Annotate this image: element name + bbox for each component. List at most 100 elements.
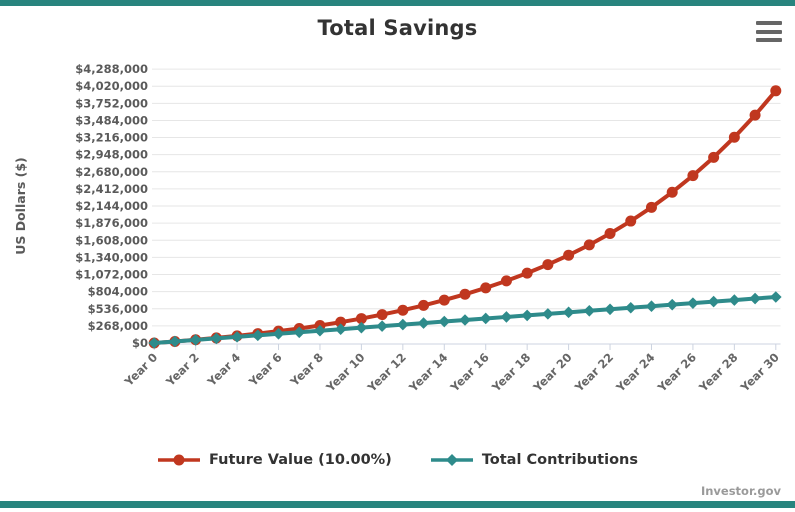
data-point[interactable] [707, 295, 720, 308]
data-point[interactable] [749, 292, 761, 305]
data-point[interactable] [542, 308, 554, 320]
data-point[interactable] [645, 300, 658, 313]
legend-label: Future Value (10.00%) [208, 452, 392, 468]
y-axis-tick-label: $2,412,000 [75, 182, 148, 196]
y-axis-tick-label: $4,020,000 [75, 79, 148, 93]
data-point[interactable] [376, 309, 388, 321]
x-axis-tick-label: Year 12 [364, 350, 409, 395]
data-point[interactable] [480, 282, 492, 294]
data-point[interactable] [625, 215, 637, 227]
x-axis-tick-label: Year 14 [405, 350, 450, 395]
data-point[interactable] [728, 294, 741, 306]
chart-title: Total Savings [317, 16, 478, 40]
data-point[interactable] [770, 85, 782, 97]
data-point[interactable] [438, 294, 450, 306]
data-point[interactable] [459, 288, 471, 300]
data-point[interactable] [500, 311, 513, 323]
x-axis-tick-label: Year 16 [447, 350, 492, 395]
data-point[interactable] [334, 323, 347, 336]
data-point[interactable] [314, 324, 326, 337]
y-axis-tick-label: $2,144,000 [75, 199, 148, 213]
y-axis-tick-label: $536,000 [88, 302, 148, 316]
y-axis-tick-label: $804,000 [88, 285, 148, 299]
hamburger-bar [756, 38, 782, 42]
x-axis-tick-label: Year 24 [613, 350, 658, 395]
data-point[interactable] [687, 297, 699, 309]
y-axis-tick-label: $268,000 [88, 319, 148, 333]
x-axis-tick-label: Year 4 [204, 350, 243, 389]
y-axis-tick-label: $4,288,000 [75, 62, 148, 76]
x-axis-tick-label: Year 10 [323, 350, 368, 395]
legend-item-future-value[interactable]: Future Value (10.00%) [157, 452, 392, 468]
data-point[interactable] [604, 303, 616, 316]
data-point[interactable] [521, 267, 533, 279]
data-point[interactable] [169, 335, 181, 348]
x-axis-tick-label: Year 0 [121, 350, 160, 389]
data-point[interactable] [252, 329, 264, 342]
data-point[interactable] [210, 332, 223, 345]
legend-marker-future-value-icon [157, 454, 200, 466]
x-axis-tick-label: Year 30 [737, 350, 782, 395]
data-point[interactable] [397, 304, 409, 316]
data-point[interactable] [417, 317, 430, 329]
y-axis-tick-label: $2,948,000 [75, 148, 148, 162]
data-point[interactable] [397, 318, 409, 331]
y-axis-tick-label: $2,680,000 [75, 165, 148, 179]
data-point[interactable] [418, 299, 430, 311]
data-point[interactable] [148, 337, 160, 349]
data-point[interactable] [666, 298, 678, 311]
data-point[interactable] [459, 314, 471, 326]
data-point[interactable] [645, 201, 657, 213]
data-point[interactable] [687, 170, 699, 182]
data-point[interactable] [293, 326, 306, 339]
data-point[interactable] [521, 309, 533, 322]
data-point[interactable] [583, 239, 595, 251]
data-point[interactable] [728, 131, 740, 143]
y-axis-tick-label: $1,072,000 [75, 268, 148, 282]
data-point[interactable] [604, 228, 616, 240]
hamburger-menu-icon[interactable] [756, 21, 782, 42]
data-point[interactable] [479, 312, 492, 325]
data-point[interactable] [355, 321, 368, 334]
data-point[interactable] [624, 301, 637, 314]
data-point[interactable] [749, 109, 761, 121]
y-axis-tick-label: $3,484,000 [75, 113, 148, 127]
data-point[interactable] [231, 331, 243, 343]
data-point[interactable] [500, 275, 512, 287]
chart-legend: Future Value (10.00%) Total Contribution… [0, 452, 795, 468]
data-point[interactable] [583, 305, 596, 317]
top-accent-bar [0, 0, 795, 6]
data-point[interactable] [438, 315, 451, 328]
legend-label: Total Contributions [481, 452, 638, 468]
y-axis-tick-label: $1,876,000 [75, 216, 148, 230]
y-axis-tick-label: $3,752,000 [75, 96, 148, 110]
attribution-text: Investor.gov [700, 484, 781, 498]
data-point[interactable] [563, 249, 575, 261]
x-axis-tick-label: Year 2 [163, 350, 202, 389]
bottom-accent-bar [0, 501, 795, 508]
x-axis-tick-label: Year 26 [654, 350, 699, 395]
y-axis-tick-label: $3,216,000 [75, 131, 148, 145]
y-axis-tick-label: $0 [132, 336, 148, 350]
data-point[interactable] [272, 328, 285, 340]
y-axis-title: US Dollars ($) [13, 157, 28, 255]
data-point[interactable] [355, 313, 367, 325]
x-axis-tick-label: Year 22 [571, 350, 616, 395]
x-axis-tick-label: Year 20 [530, 350, 575, 395]
data-point[interactable] [376, 320, 388, 332]
x-axis-tick-label: Year 28 [696, 350, 741, 395]
data-point[interactable] [708, 151, 720, 163]
data-point[interactable] [770, 291, 782, 303]
hamburger-bar [756, 29, 782, 34]
data-point[interactable] [335, 316, 347, 328]
data-point[interactable] [189, 334, 202, 346]
data-point[interactable] [666, 186, 678, 198]
data-point[interactable] [542, 259, 554, 271]
data-point[interactable] [562, 306, 575, 319]
series-total-contributions [148, 291, 782, 349]
y-axis-tick-label: $1,608,000 [75, 233, 148, 247]
legend-item-total-contributions[interactable]: Total Contributions [430, 452, 638, 468]
x-axis-tick-label: Year 18 [488, 350, 533, 395]
